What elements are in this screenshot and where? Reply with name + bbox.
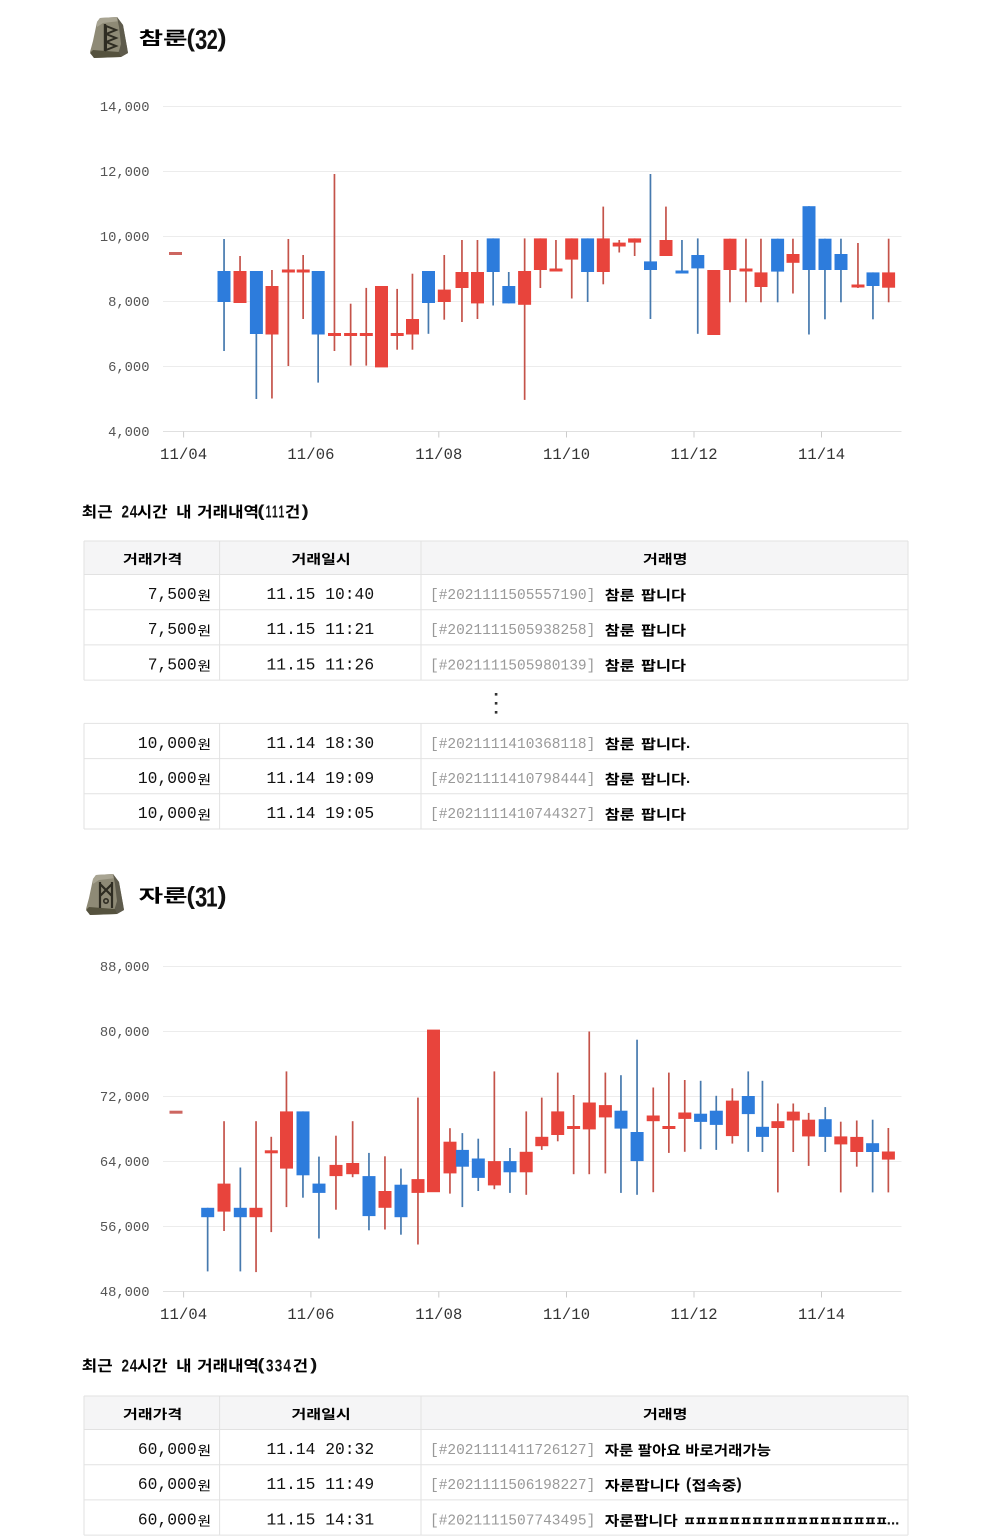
svg-text:11/12: 11/12	[670, 1306, 717, 1324]
svg-text:...: ...	[887, 1511, 900, 1528]
svg-text:1: 1	[206, 882, 218, 913]
svg-text:10,000: 10,000	[138, 769, 197, 788]
svg-text:2: 2	[122, 503, 130, 522]
svg-text:4: 4	[130, 503, 138, 522]
svg-text:11.15 11:21: 11.15 11:21	[267, 620, 375, 639]
svg-text:11.15 14:31: 11.15 14:31	[267, 1510, 375, 1529]
svg-text:11.15 11:49: 11.15 11:49	[267, 1475, 375, 1494]
svg-text:11/14: 11/14	[798, 446, 845, 464]
svg-text:11.14 20:32: 11.14 20:32	[267, 1440, 375, 1459]
svg-text:3: 3	[275, 1357, 283, 1376]
svg-text:(: (	[257, 1356, 265, 1374]
svg-text:11.15 11:26: 11.15 11:26	[267, 655, 375, 674]
svg-text:72,000: 72,000	[100, 1091, 150, 1106]
svg-text:[#2021111410368118]: [#2021111410368118]	[430, 737, 595, 753]
svg-text:[#2021111410744327]: [#2021111410744327]	[430, 807, 595, 823]
svg-text:11/14: 11/14	[798, 1306, 845, 1324]
svg-text:): )	[737, 1476, 742, 1493]
svg-text:[#2021111410798444]: [#2021111410798444]	[430, 772, 595, 788]
svg-text:): )	[218, 881, 227, 910]
svg-text:3: 3	[266, 1357, 274, 1376]
svg-text:11/06: 11/06	[287, 1306, 334, 1324]
svg-text:1: 1	[266, 503, 272, 522]
svg-text:): )	[218, 23, 227, 52]
svg-text:12,000: 12,000	[100, 166, 150, 181]
svg-text:[#2021111505557190]: [#2021111505557190]	[430, 588, 595, 604]
svg-text:(: (	[257, 502, 265, 520]
svg-text:): )	[302, 502, 309, 520]
svg-text:11.14 19:05: 11.14 19:05	[267, 804, 375, 823]
svg-text:7,500: 7,500	[148, 620, 197, 639]
svg-text:11/04: 11/04	[160, 446, 207, 464]
svg-text:10,000: 10,000	[138, 804, 197, 823]
svg-text:11/08: 11/08	[415, 1306, 462, 1324]
svg-text:10,000: 10,000	[100, 231, 150, 246]
svg-text:(: (	[686, 1476, 692, 1493]
svg-text:60,000: 60,000	[138, 1510, 197, 1529]
svg-text:[#2021111411726127]: [#2021111411726127]	[430, 1443, 595, 1459]
svg-text:60,000: 60,000	[138, 1440, 197, 1459]
svg-text:11/10: 11/10	[543, 446, 590, 464]
svg-text:11/08: 11/08	[415, 446, 462, 464]
svg-text:80,000: 80,000	[100, 1026, 150, 1041]
svg-text:11.15 10:40: 11.15 10:40	[267, 585, 375, 604]
svg-text:[#2021111506198227]: [#2021111506198227]	[430, 1478, 595, 1494]
svg-text:4,000: 4,000	[108, 426, 149, 441]
svg-text:3: 3	[195, 24, 207, 55]
svg-text:[#2021111505980139]: [#2021111505980139]	[430, 658, 595, 674]
svg-text:88,000: 88,000	[100, 961, 150, 976]
svg-text:2: 2	[122, 1357, 130, 1376]
svg-text:1: 1	[272, 503, 278, 522]
svg-text:): )	[310, 1356, 317, 1374]
svg-text:8,000: 8,000	[108, 296, 149, 311]
svg-text:64,000: 64,000	[100, 1156, 150, 1171]
svg-text:[#2021111507743495]: [#2021111507743495]	[430, 1513, 595, 1529]
svg-text:4: 4	[283, 1357, 291, 1376]
svg-text:(: (	[187, 882, 196, 910]
svg-text:48,000: 48,000	[100, 1286, 150, 1301]
svg-text:[#2021111505938258]: [#2021111505938258]	[430, 623, 595, 639]
svg-text:11.14 18:30: 11.14 18:30	[267, 734, 375, 753]
svg-text:.: .	[686, 770, 690, 787]
svg-text:1: 1	[278, 503, 284, 522]
svg-text:(: (	[187, 25, 196, 53]
svg-text:56,000: 56,000	[100, 1221, 150, 1236]
svg-text:.: .	[686, 735, 690, 752]
svg-text:11/06: 11/06	[287, 446, 334, 464]
svg-text:14,000: 14,000	[100, 101, 150, 116]
svg-text:11/10: 11/10	[543, 1306, 590, 1324]
svg-text:11.14 19:09: 11.14 19:09	[267, 769, 375, 788]
svg-text:60,000: 60,000	[138, 1475, 197, 1494]
svg-text:2: 2	[207, 25, 218, 56]
svg-text:7,500: 7,500	[148, 585, 197, 604]
svg-text:11/04: 11/04	[160, 1306, 207, 1324]
svg-text:7,500: 7,500	[148, 655, 197, 674]
svg-text:11/12: 11/12	[670, 446, 717, 464]
svg-text:4: 4	[130, 1357, 138, 1376]
svg-text:3: 3	[195, 882, 207, 913]
svg-text:6,000: 6,000	[108, 361, 149, 376]
svg-text:10,000: 10,000	[138, 734, 197, 753]
